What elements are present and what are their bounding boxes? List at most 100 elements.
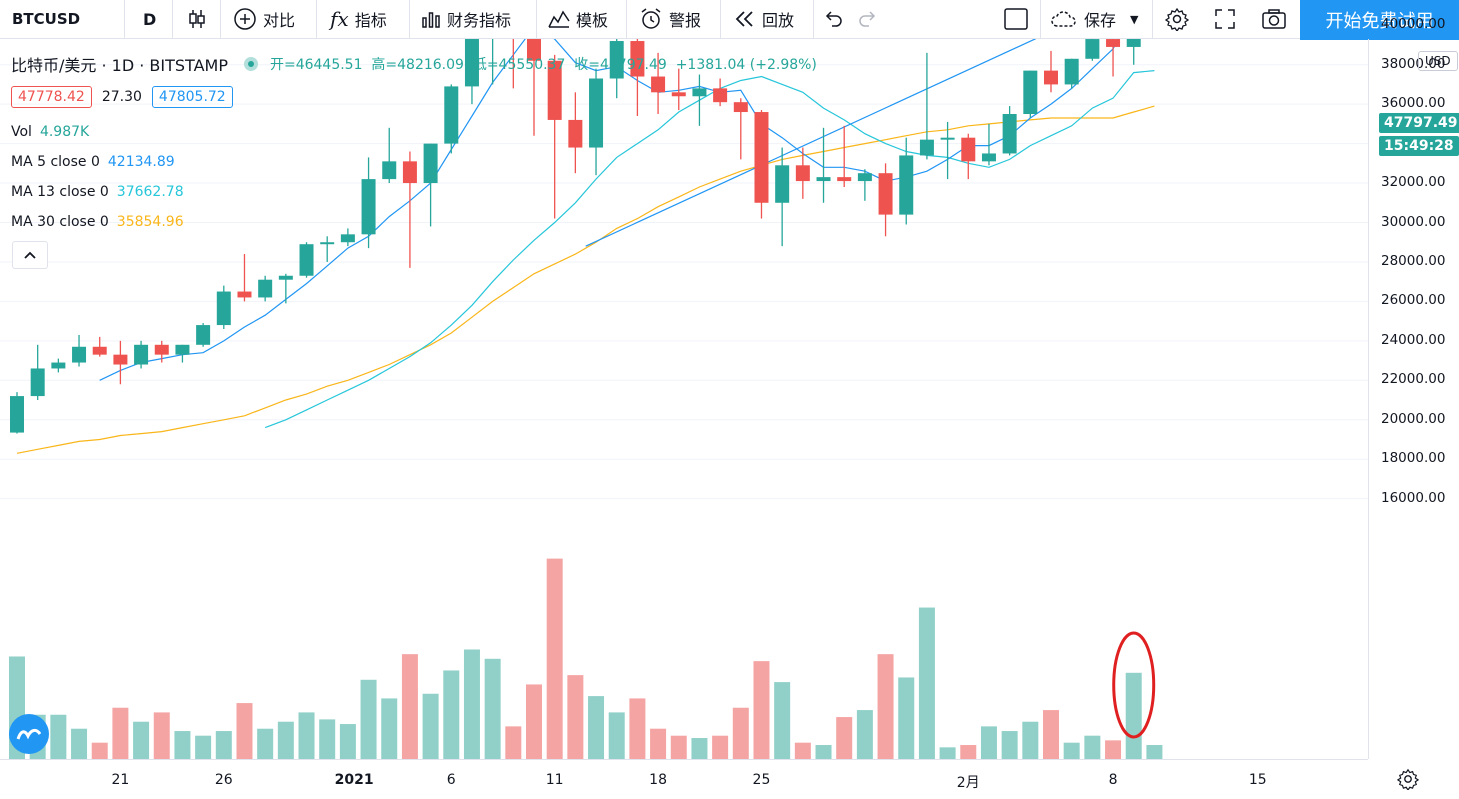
volume-bar: [1105, 740, 1122, 759]
candle-body: [837, 177, 852, 182]
volume-bar: [670, 735, 687, 759]
time-tick-label: 8: [1108, 772, 1118, 788]
spread-value: 27.30: [101, 89, 142, 105]
fullscreen-layout-button[interactable]: [1003, 0, 1029, 38]
volume-bar: [360, 679, 377, 759]
candle-body: [175, 344, 190, 355]
candle-body: [1023, 70, 1038, 115]
camera-icon: [1262, 9, 1286, 29]
volume-bar: [856, 710, 873, 759]
volume-bar: [980, 726, 997, 759]
last-price-value: 47797.49: [1384, 115, 1458, 131]
volume-bar: [1084, 735, 1101, 759]
ma5-legend: MA 5 close 0 42134.89: [11, 154, 175, 170]
undo-button[interactable]: [822, 0, 844, 38]
cloud-icon: [1051, 11, 1076, 27]
currency-label[interactable]: USD: [1418, 51, 1458, 71]
ask-price[interactable]: 47805.72: [151, 86, 233, 108]
indicators-button[interactable]: fx 指标: [330, 0, 387, 38]
replay-button[interactable]: 回放: [734, 0, 794, 38]
time-tick-label: 15: [1248, 772, 1267, 788]
volume-bar: [918, 607, 935, 759]
price-tick-label: 22000.00: [1381, 371, 1446, 388]
save-button[interactable]: 保存 ▼: [1050, 0, 1138, 38]
volume-bar: [836, 717, 853, 759]
volume-bar: [546, 558, 563, 759]
volume-bar: [50, 714, 67, 759]
axis-settings-button[interactable]: [1396, 768, 1420, 794]
candle-body: [630, 41, 645, 77]
candle-body: [216, 291, 231, 326]
symbol-title: 比特币/美元 · 1D · BITSTAMP: [11, 56, 228, 75]
price-tick-label: 38000.00: [1381, 55, 1446, 72]
candle-body: [775, 165, 790, 203]
financials-button[interactable]: 财务指标: [421, 0, 511, 38]
candle-body: [278, 275, 293, 280]
candle-body: [857, 173, 872, 182]
volume-bar: [257, 728, 274, 759]
volume-bar: [381, 698, 398, 759]
snapshot-button[interactable]: [1261, 0, 1287, 38]
settings-button[interactable]: [1165, 0, 1189, 38]
price-tick-label: 26000.00: [1381, 292, 1446, 309]
candle-body: [402, 161, 417, 184]
price-chart[interactable]: [0, 39, 1368, 759]
start-free-trial-button[interactable]: 开始免费试用: [1300, 0, 1459, 40]
compare-button[interactable]: 对比: [233, 0, 295, 38]
templates-button[interactable]: 模板: [548, 0, 608, 38]
gear-icon: [1165, 7, 1189, 31]
gear-icon: [1396, 768, 1420, 792]
redo-button[interactable]: [857, 0, 879, 38]
candle-body: [382, 161, 397, 180]
volume-bar: [422, 693, 439, 759]
countdown-value: 15:49:28: [1384, 138, 1454, 154]
volume-bar: [877, 654, 894, 759]
volume-bar: [195, 735, 212, 759]
toolbar-divider: [124, 0, 125, 38]
time-tick-label: 26: [214, 772, 233, 788]
bar-chart-icon: [422, 12, 440, 28]
volume-bar: [1125, 672, 1142, 759]
volume-bar: [236, 703, 253, 759]
time-tick-label: 11: [545, 772, 564, 788]
volume-bar: [526, 684, 542, 759]
undo-icon: [825, 11, 842, 27]
ma13-legend: MA 13 close 0 37662.78: [11, 184, 184, 200]
square-icon: [1004, 8, 1028, 30]
trendline: [585, 39, 1037, 247]
volume-bar: [401, 654, 418, 759]
candle-body: [92, 346, 107, 355]
candle-body: [299, 244, 314, 276]
candle-body: [940, 137, 955, 140]
toolbar-divider: [409, 0, 410, 38]
candle-body: [1085, 39, 1100, 59]
toolbar-divider: [720, 0, 721, 38]
candle-body: [754, 112, 769, 203]
symbol-search-button[interactable]: BTCUSD: [12, 0, 80, 38]
rewind-icon: [735, 11, 753, 27]
volume-bar: [939, 747, 956, 759]
price-tick-label: 32000.00: [1381, 174, 1446, 191]
interval-button[interactable]: D: [143, 0, 156, 38]
chart-style-button[interactable]: [186, 0, 208, 38]
toolbar-divider: [220, 0, 221, 38]
collapse-legend-button[interactable]: [12, 241, 48, 269]
volume-bar: [815, 745, 832, 759]
bid-price[interactable]: 47778.42: [11, 86, 92, 108]
candle-body: [134, 344, 149, 365]
volume-bar: [753, 661, 770, 759]
candle-body: [464, 39, 479, 87]
candle-body: [1106, 39, 1121, 47]
volume-bar: [1043, 710, 1059, 759]
time-scale[interactable]: 21 26 2021 6 11 18 25 2月 8 15: [0, 759, 1368, 799]
fullscreen-button[interactable]: [1214, 0, 1236, 38]
time-tick-label: 2021: [334, 772, 374, 788]
time-tick-label: 25: [752, 772, 771, 788]
candle-body: [919, 139, 934, 156]
template-icon: [548, 10, 570, 28]
volume-bar: [650, 728, 667, 759]
volume-bar: [774, 682, 791, 759]
alert-button[interactable]: 警报: [639, 0, 701, 38]
tradingview-logo[interactable]: [9, 714, 49, 754]
candle-body: [547, 60, 562, 120]
